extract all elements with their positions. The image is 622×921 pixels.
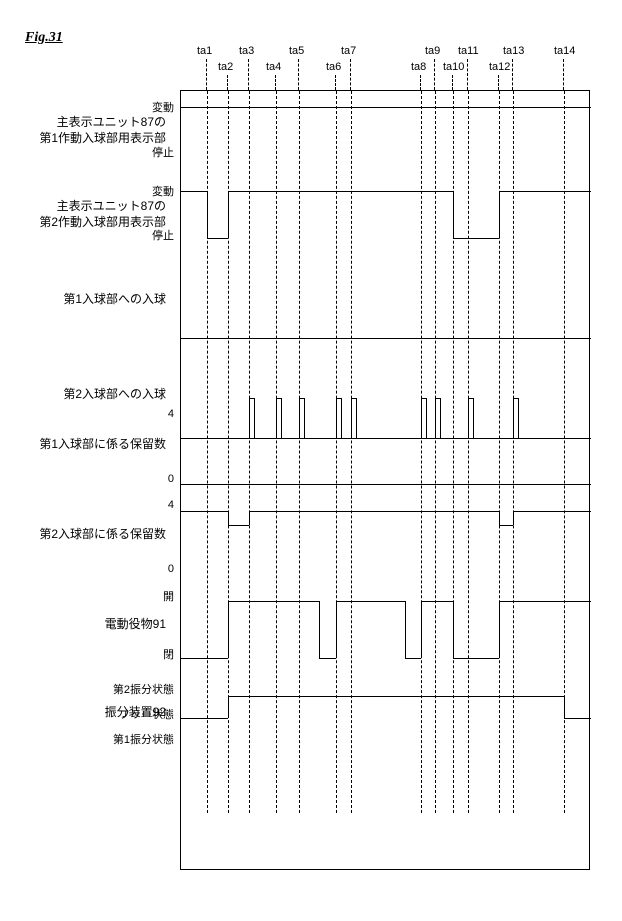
time-label: ta14 <box>554 45 575 57</box>
time-label: ta5 <box>289 45 304 57</box>
axis-label: 開 <box>0 588 174 604</box>
time-label: ta3 <box>239 45 254 57</box>
time-guideline <box>299 91 300 813</box>
time-label: ta7 <box>341 45 356 57</box>
figure-title: Fig.31 <box>25 30 63 46</box>
time-label: ta1 <box>197 45 212 57</box>
axis-label: 停止 <box>0 144 174 160</box>
row-label: 第1入球部への入球 <box>0 292 166 308</box>
time-guideline <box>468 91 469 813</box>
time-guideline <box>421 91 422 813</box>
axis-label: 0 <box>0 563 174 575</box>
time-label: ta10 <box>443 61 464 73</box>
time-guideline <box>276 91 277 813</box>
row-label: 電動役物91 <box>0 617 166 633</box>
time-label: ta9 <box>425 45 440 57</box>
axis-label: 第1振分状態 <box>0 731 174 747</box>
chart-area <box>180 90 590 870</box>
time-labels: ta1 ta2 ta3 ta4 ta5 ta6ta7 ta8 ta9ta10 ta11 ta12 t… <box>180 45 590 85</box>
axis-label: 変動 <box>0 99 174 115</box>
axis-label: 第2振分状態 <box>0 681 174 697</box>
axis-label: 変動 <box>0 183 174 199</box>
row-label: 第1入球部に係る保留数 <box>0 437 166 453</box>
row-label: 第2入球部への入球 <box>0 387 166 403</box>
axis-label: 4 <box>0 499 174 511</box>
axis-label: 閉 <box>0 646 174 662</box>
row-label: 主表示ユニット87の第2作動入球部用表示部 <box>0 199 166 230</box>
row-label: 主表示ユニット87の第1作動入球部用表示部 <box>0 115 166 146</box>
time-guideline <box>249 91 250 813</box>
row-label: 第2入球部に係る保留数 <box>0 527 166 543</box>
time-label: ta4 <box>266 61 281 73</box>
time-label: ta12 <box>489 61 510 73</box>
time-guideline <box>336 91 337 813</box>
axis-label: 4 <box>0 408 174 420</box>
time-guideline <box>435 91 436 813</box>
axis-label: フリー状態 <box>0 706 174 722</box>
time-label: ta8 <box>411 61 426 73</box>
time-label: ta6 <box>326 61 341 73</box>
time-guideline <box>513 91 514 813</box>
time-label: ta2 <box>218 61 233 73</box>
time-label: ta11 <box>458 45 479 57</box>
time-guideline <box>351 91 352 813</box>
time-label: ta13 <box>503 45 524 57</box>
axis-label: 0 <box>0 473 174 485</box>
axis-label: 停止 <box>0 227 174 243</box>
